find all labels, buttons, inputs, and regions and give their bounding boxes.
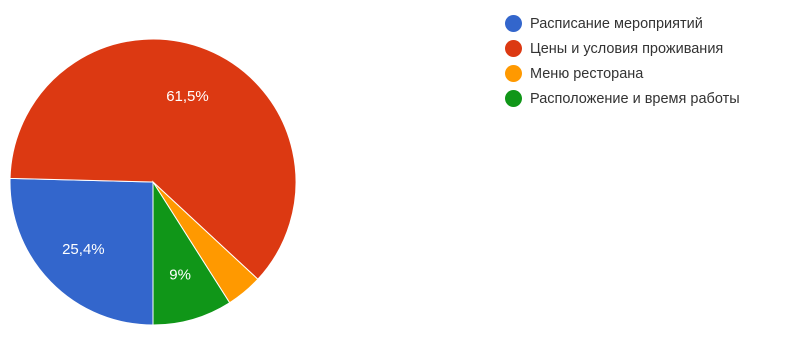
legend-item-location[interactable]: Расположение и время работы [505, 86, 740, 111]
legend-swatch-prices [505, 40, 522, 57]
slice-label-prices: 61,5% [166, 88, 209, 105]
legend-label-schedule: Расписание мероприятий [530, 15, 703, 32]
legend-swatch-menu [505, 65, 522, 82]
legend-item-prices[interactable]: Цены и условия проживания [505, 36, 740, 61]
slice-label-location: 9% [169, 266, 191, 283]
legend-swatch-schedule [505, 15, 522, 32]
pie-plot-area: 25,4% 61,5% 9% [9, 38, 297, 326]
legend: Расписание мероприятий Цены и условия пр… [505, 11, 740, 111]
legend-label-prices: Цены и условия проживания [530, 40, 724, 57]
slice-location[interactable] [152, 180, 231, 326]
legend-swatch-location [505, 90, 522, 107]
slice-label-schedule: 25,4% [62, 241, 105, 258]
legend-item-schedule[interactable]: Расписание мероприятий [505, 11, 740, 36]
legend-item-menu[interactable]: Меню ресторана [505, 61, 740, 86]
legend-label-location: Расположение и время работы [530, 90, 740, 107]
slice-schedule[interactable] [9, 177, 154, 326]
legend-label-menu: Меню ресторана [530, 65, 644, 82]
slice-prices[interactable] [9, 38, 297, 280]
